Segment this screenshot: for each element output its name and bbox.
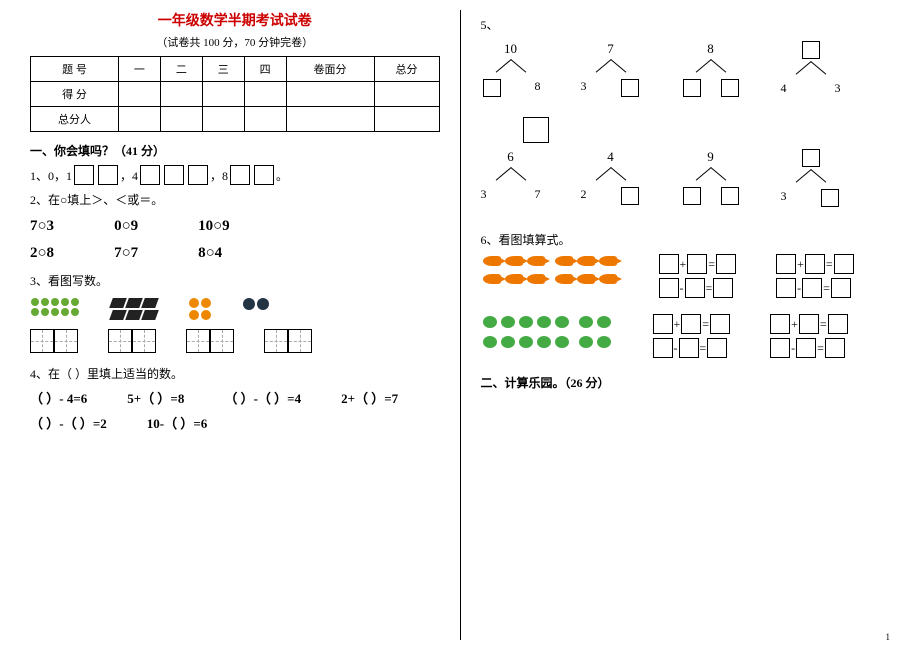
- number-tree: 43: [781, 41, 841, 97]
- black-fish-icon: [110, 297, 158, 321]
- q1-mid2: ，8: [210, 167, 228, 184]
- blank-box: [621, 79, 639, 97]
- blank-box: [821, 189, 839, 207]
- blank-box: [164, 165, 184, 185]
- equation: +=: [659, 254, 737, 274]
- equation: -=: [770, 338, 848, 358]
- cabbage-icons: [481, 314, 613, 354]
- question-2-label: 2、在○填上＞、＜或＝。: [30, 191, 440, 208]
- number-tree: 73: [581, 41, 641, 97]
- question-5: 5、: [481, 16, 891, 33]
- q6-fish-group: += -= += -=: [481, 254, 891, 298]
- left-column: 一年级数学半期考试试卷 （试卷共 100 分，70 分钟完卷） 题 号 一 二 …: [10, 10, 460, 640]
- q1-end: 。: [276, 167, 288, 184]
- compare-item: 8○4: [198, 245, 222, 262]
- equation: +=: [776, 254, 854, 274]
- green-beans-icon: [30, 297, 80, 321]
- question-3-label: 3、看图写数。: [30, 272, 440, 289]
- fill-item: 10-（ ）=6: [147, 413, 208, 432]
- eq-column: += -=: [653, 314, 731, 358]
- number-tree: 637: [481, 149, 541, 207]
- q5-row2: 637 42 9 3: [481, 149, 891, 207]
- right-column: 5、 108 73 8 43 637 42 9 3 6、看图填算式。 += -=: [461, 10, 911, 640]
- blank-box: [230, 165, 250, 185]
- eq-column: += -=: [659, 254, 737, 298]
- q6-cabbage-group: += -= += -=: [481, 314, 891, 358]
- question-4-label: 4、在（ ）里填上适当的数。: [30, 365, 440, 382]
- number-tree: 42: [581, 149, 641, 207]
- number-tree: 3: [781, 149, 841, 207]
- q1-mid: ，4: [120, 167, 138, 184]
- blank-box: [254, 165, 274, 185]
- number-tree: 108: [481, 41, 541, 97]
- question-6-label: 6、看图填算式。: [481, 231, 891, 248]
- fill-item: 2+（ ）=7: [341, 388, 398, 407]
- equation: -=: [776, 278, 854, 298]
- blank-box: [721, 187, 739, 205]
- page-number: 1: [886, 632, 891, 642]
- blank-box: [483, 79, 501, 97]
- fill-item: （ ）- 4=6: [30, 388, 87, 407]
- compare-item: 10○9: [198, 218, 230, 235]
- q4-items: （ ）- 4=6 5+（ ）=8 （ ）-（ ）=4 2+（ ）=7 （ ）-（…: [30, 388, 440, 432]
- q2-row1: 7○3 0○9 10○9: [30, 218, 440, 235]
- eq-column: += -=: [770, 314, 848, 358]
- dark-ball-icon: [242, 297, 270, 321]
- blank-box: [523, 117, 549, 143]
- blank-box: [683, 79, 701, 97]
- equation: +=: [770, 314, 848, 334]
- blank-box: [802, 41, 820, 59]
- number-tree: 9: [681, 149, 741, 207]
- eq-column: += -=: [776, 254, 854, 298]
- table-row: 总分人: [31, 107, 440, 132]
- q5-mid-box: [521, 117, 891, 143]
- section-1-heading: 一、你会填吗？（41 分）: [30, 142, 440, 159]
- equation: +=: [653, 314, 731, 334]
- equation: -=: [659, 278, 737, 298]
- compare-item: 0○9: [114, 218, 138, 235]
- number-tree: 8: [681, 41, 741, 97]
- blank-box: [140, 165, 160, 185]
- q5-label: 5、: [481, 16, 499, 33]
- blank-box: [74, 165, 94, 185]
- equation: -=: [653, 338, 731, 358]
- section-2-heading: 二、计算乐园。（26 分）: [481, 374, 891, 391]
- blank-box: [98, 165, 118, 185]
- blank-box: [802, 149, 820, 167]
- fish-icons: [481, 254, 619, 290]
- question-1: 1、0，1 ，4 ，8 。: [30, 165, 440, 185]
- q1-prefix: 1、0，1: [30, 167, 72, 184]
- exam-title: 一年级数学半期考试试卷: [30, 10, 440, 30]
- q3-images: [30, 297, 440, 321]
- q2-row2: 2○8 7○7 8○4: [30, 245, 440, 262]
- blank-box: [721, 79, 739, 97]
- compare-item: 2○8: [30, 245, 54, 262]
- exam-subtitle: （试卷共 100 分，70 分钟完卷）: [30, 34, 440, 50]
- table-row: 得 分: [31, 82, 440, 107]
- compare-item: 7○3: [30, 218, 54, 235]
- blank-box: [621, 187, 639, 205]
- table-row: 题 号 一 二 三 四 卷面分 总分: [31, 57, 440, 82]
- orange-ball-icon: [188, 297, 212, 321]
- blank-box: [683, 187, 701, 205]
- fill-item: （ ）-（ ）=4: [224, 388, 301, 407]
- compare-item: 7○7: [114, 245, 138, 262]
- q5-row1: 108 73 8 43: [481, 41, 891, 97]
- fill-item: （ ）-（ ）=2: [30, 413, 107, 432]
- q3-answer-boxes: [30, 329, 440, 353]
- score-table: 题 号 一 二 三 四 卷面分 总分 得 分 总分人: [30, 56, 440, 132]
- fill-item: 5+（ ）=8: [127, 388, 184, 407]
- blank-box: [188, 165, 208, 185]
